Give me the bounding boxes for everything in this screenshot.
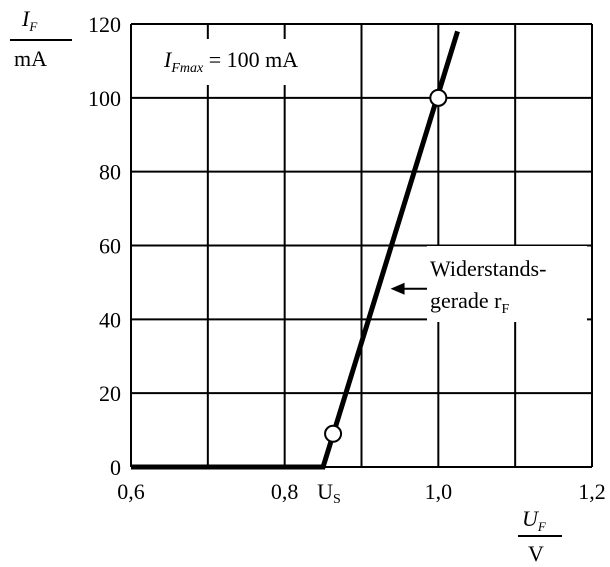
tick-labels: 0,6 0,8 1,0 1,2 0 20 40 60 80 100 120 [88, 12, 606, 504]
resistance-line-label-background [427, 246, 587, 322]
imax-annotation: IFmax = 100 mA [134, 39, 360, 85]
y-tick-label-1: 20 [99, 381, 121, 406]
marker-0 [324, 424, 343, 443]
svg-text:gerade rF: gerade rF [430, 288, 509, 317]
resistance-line-annotation: Widerstands- gerade rF [390, 246, 587, 322]
y-axis-symbol: I [21, 6, 31, 31]
resistance-line-label-subscript: F [501, 302, 509, 317]
marker-1 [429, 88, 448, 107]
svg-text:IF: IF [21, 6, 38, 34]
x-tick-label-2: 1,0 [425, 479, 453, 504]
x-tick-label-1: 0,8 [271, 479, 299, 504]
y-tick-label-4: 80 [99, 160, 121, 185]
us-label: US [317, 479, 341, 507]
x-axis-title: UF V [518, 506, 562, 566]
us-label-subscript: S [333, 492, 341, 507]
y-tick-label-3: 60 [99, 234, 121, 259]
resistance-line-label-1: Widerstands- [430, 256, 546, 281]
grid [130, 23, 593, 468]
y-tick-label-0: 0 [110, 455, 121, 480]
imax-value: = 100 mA [203, 47, 298, 72]
us-label-main: U [317, 479, 333, 504]
y-axis-title: IF mA [10, 6, 72, 71]
imax-subscript: Fmax [170, 61, 204, 76]
annotation-arrow-head [390, 282, 405, 295]
y-axis-subscript: F [28, 19, 38, 34]
imax-annotation-background [134, 39, 360, 85]
x-axis-subscript: F [537, 519, 547, 534]
y-axis-unit: mA [14, 46, 47, 71]
y-tick-label-5: 100 [88, 86, 121, 111]
x-tick-label-0: 0,6 [117, 479, 145, 504]
x-tick-label-3: 1,2 [578, 479, 606, 504]
x-axis-unit: V [528, 541, 544, 566]
series-line [131, 30, 460, 470]
svg-text:UF: UF [522, 506, 547, 534]
markers [324, 88, 448, 443]
y-tick-label-2: 40 [99, 307, 121, 332]
y-tick-label-6: 120 [88, 12, 121, 37]
x-axis-symbol: U [522, 506, 540, 531]
imax-symbol: I [163, 47, 173, 72]
resistance-line-label-2: gerade r [430, 288, 502, 313]
svg-text:IFmax = 100 mA: IFmax = 100 mA [163, 47, 298, 76]
